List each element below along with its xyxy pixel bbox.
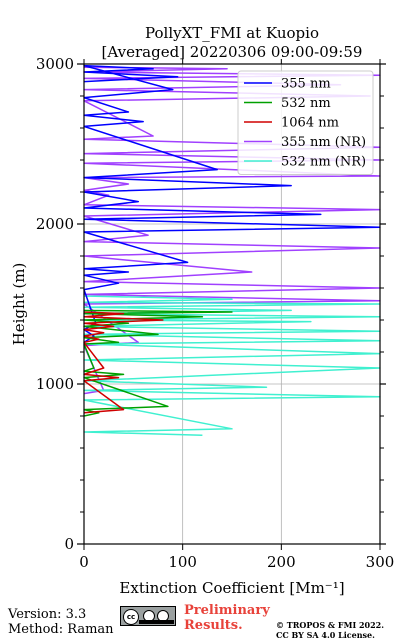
license-text: CC BY SA 4.0 License. xyxy=(276,630,375,640)
y-tick-label: 2000 xyxy=(36,215,74,233)
y-axis-label: Height (m) xyxy=(10,263,28,346)
cc-icon: cc xyxy=(123,609,139,625)
results-label: Results. xyxy=(184,618,243,633)
preliminary-label: Preliminary xyxy=(184,603,270,618)
x-tick-label: 300 xyxy=(366,553,395,571)
legend-box xyxy=(237,70,374,175)
legend-label: 355 nm xyxy=(281,77,331,92)
version-label: Version: 3.3 xyxy=(8,607,87,622)
y-tick-label: 0 xyxy=(64,535,74,553)
y-tick-label: 3000 xyxy=(36,55,74,73)
x-tick-label: 200 xyxy=(267,553,296,571)
x-tick-label: 100 xyxy=(168,553,197,571)
legend-label: 1064 nm xyxy=(281,116,339,131)
y-tick-label: 1000 xyxy=(36,375,74,393)
license-strip xyxy=(139,620,174,624)
x-axis-label: Extinction Coefficient [Mm⁻¹] xyxy=(119,579,344,597)
legend-label: 532 nm (NR) xyxy=(281,155,366,170)
series-line-532-nm-nr xyxy=(84,296,380,435)
chart-subtitle: [Averaged] 20220306 09:00-09:59 xyxy=(102,43,363,61)
legend-label: 532 nm xyxy=(281,96,331,111)
series-line-355-nm xyxy=(84,66,380,343)
cc-license-badge: cc xyxy=(120,606,176,626)
copyright-text: © TROPOS & FMI 2022. xyxy=(276,620,385,630)
series-line-532-nm xyxy=(84,310,232,416)
plot-frame xyxy=(83,63,381,545)
method-label: Method: Raman xyxy=(8,622,114,637)
chart-title: PollyXT_FMI at Kuopio xyxy=(145,24,319,42)
legend: 355 nm 532 nm 1064 nm 355 nm (NR) 532 nm (NR… xyxy=(237,70,374,175)
x-tick-label: 0 xyxy=(79,553,89,571)
legend-label: 355 nm (NR) xyxy=(281,135,366,150)
